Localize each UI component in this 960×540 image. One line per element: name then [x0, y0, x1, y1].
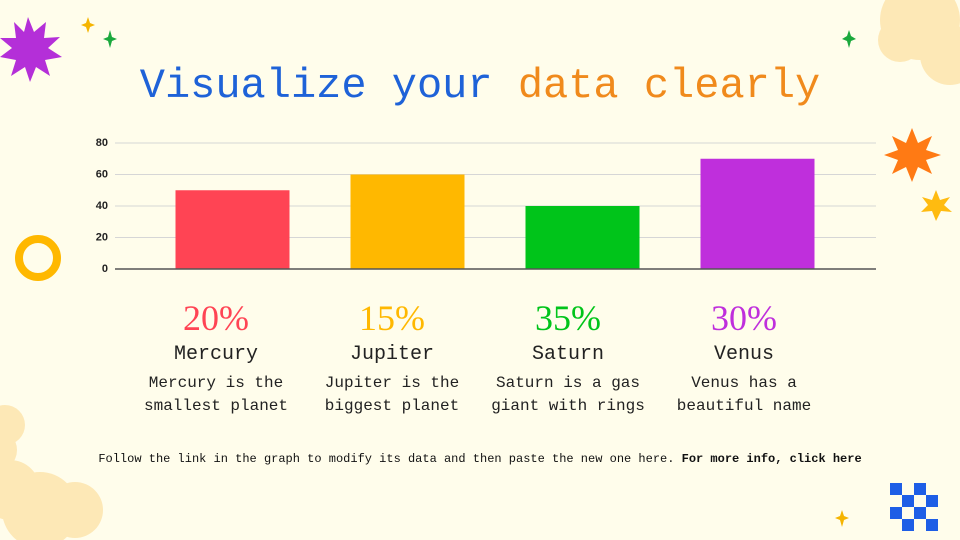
- title-part: Visualize your: [139, 62, 493, 110]
- y-tick-label: 80: [96, 137, 108, 149]
- y-tick-label: 20: [96, 231, 108, 243]
- planet-item: 20% Mercury Mercury is the smallest planet: [128, 298, 304, 418]
- bar: [350, 174, 465, 269]
- y-tick-label: 0: [102, 263, 108, 275]
- planet-item: 15% Jupiter Jupiter is the biggest planet: [304, 298, 480, 418]
- y-tick-label: 60: [96, 168, 108, 180]
- planet-description: Venus has a beautiful name: [676, 374, 812, 415]
- purple-burst: [0, 17, 62, 82]
- bar: [700, 158, 815, 269]
- yellow-star: [921, 190, 952, 221]
- footer-link[interactable]: For more info, click here: [681, 452, 862, 466]
- bar: [525, 206, 640, 269]
- planet-name: Saturn: [531, 343, 604, 366]
- bar: [175, 190, 290, 269]
- title: Visualize your data clearly: [0, 62, 960, 110]
- planet-item: 35% Saturn Saturn is a gas giant with ring…: [480, 298, 656, 418]
- planet-description: Mercury is the smallest planet: [143, 374, 289, 415]
- percent: 35%: [535, 298, 601, 338]
- planet-name: Mercury: [173, 343, 258, 366]
- checker: [890, 483, 938, 531]
- planet-description: Jupiter is the biggest planet: [324, 374, 460, 415]
- chart: 0 20 40 60 80: [96, 137, 876, 275]
- orange-burst: [884, 128, 941, 182]
- percent: 15%: [359, 298, 425, 338]
- footer: Follow the link in the graph to modify i…: [0, 452, 960, 466]
- planet-item: 30% Venus Venus has a beautiful name: [656, 298, 832, 418]
- planet-name: Venus: [713, 343, 774, 366]
- planet-name: Jupiter: [349, 343, 434, 366]
- sparkles: [81, 17, 856, 527]
- title-part: data clearly: [517, 62, 821, 110]
- y-tick-label: 40: [96, 200, 108, 212]
- percent: 20%: [183, 298, 249, 338]
- planet-description: Saturn is a gas giant with rings: [491, 374, 645, 415]
- yellow-ring: [15, 235, 61, 281]
- footer-text: Follow the link in the graph to modify i…: [98, 452, 675, 466]
- percent: 30%: [711, 298, 777, 338]
